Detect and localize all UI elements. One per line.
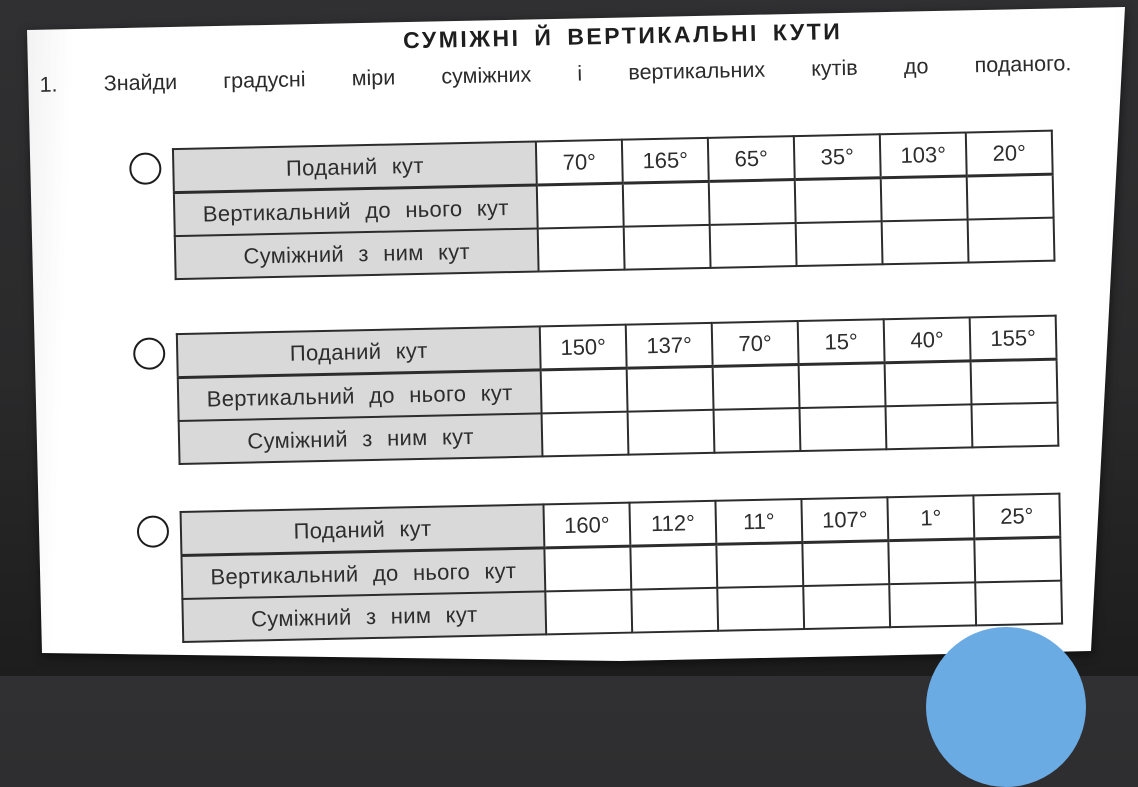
- vertical-answer-cell[interactable]: [794, 177, 882, 224]
- given-angle-cell: 25°: [973, 493, 1061, 539]
- given-angle-cell: 103°: [879, 132, 967, 178]
- adjacent-answer-cell[interactable]: [799, 406, 887, 452]
- given-angle-cell: 40°: [883, 317, 971, 363]
- vertical-answer-cell[interactable]: [626, 366, 714, 412]
- adjacent-answer-cell[interactable]: [541, 411, 629, 457]
- worksheet-title: СУМІЖНІ Й ВЕРТИКАЛЬНІ КУТИ: [402, 18, 843, 54]
- adjacent-answer-cell[interactable]: [967, 217, 1055, 263]
- task-marker-circle-1: [129, 152, 162, 186]
- given-angle-cell: 15°: [797, 319, 885, 365]
- vertical-answer-cell[interactable]: [888, 538, 976, 585]
- vertical-answer-cell[interactable]: [884, 360, 972, 407]
- given-angle-cell: 107°: [801, 497, 889, 543]
- given-angle-cell: 65°: [707, 136, 795, 182]
- worksheet-page: СУМІЖНІ Й ВЕРТИКАЛЬНІ КУТИ 1. Знайди гра…: [27, 7, 1125, 661]
- adjacent-answer-cell[interactable]: [627, 409, 715, 455]
- vertical-answer-cell[interactable]: [536, 183, 624, 229]
- given-angle-cell: 1°: [887, 495, 975, 541]
- vertical-answer-cell[interactable]: [966, 174, 1054, 220]
- blue-action-button[interactable]: [926, 627, 1086, 787]
- adjacent-answer-cell[interactable]: [889, 582, 977, 628]
- given-angle-cell: 137°: [625, 322, 713, 369]
- row-label-given: Поданий кут: [172, 141, 537, 193]
- task-marker-circle-2: [132, 337, 166, 370]
- adjacent-answer-cell[interactable]: [803, 584, 891, 629]
- given-angle-cell: 150°: [539, 324, 627, 370]
- task-marker-circle-3: [136, 515, 170, 548]
- adjacent-answer-cell[interactable]: [631, 587, 719, 633]
- row-label-given: Поданий кут: [180, 504, 545, 556]
- row-label-vertical: Вертикальний до нього кут: [181, 547, 546, 599]
- vertical-answer-cell[interactable]: [716, 542, 804, 588]
- adjacent-answer-cell[interactable]: [971, 402, 1059, 448]
- vertical-answer-cell[interactable]: [970, 359, 1058, 405]
- vertical-answer-cell[interactable]: [622, 181, 710, 227]
- given-angle-cell: 70°: [535, 139, 623, 185]
- adjacent-answer-cell[interactable]: [881, 219, 969, 265]
- given-angle-cell: 155°: [969, 315, 1057, 361]
- vertical-answer-cell[interactable]: [544, 546, 632, 592]
- vertical-answer-cell[interactable]: [974, 537, 1062, 583]
- adjacent-answer-cell[interactable]: [885, 404, 973, 450]
- page-shadow: СУМІЖНІ Й ВЕРТИКАЛЬНІ КУТИ 1. Знайди гра…: [27, 7, 1125, 661]
- angle-table-section-3: Поданий кут 160° 112° 11° 107° 1° 25° Ве…: [136, 492, 1064, 644]
- vertical-answer-cell[interactable]: [712, 364, 800, 410]
- adjacent-answer-cell[interactable]: [713, 408, 801, 453]
- given-angle-cell: 35°: [793, 134, 881, 180]
- row-label-vertical: Вертикальний до нього кут: [177, 369, 542, 422]
- row-label-vertical: Вертикальний до нього кут: [173, 184, 538, 237]
- given-angle-cell: 70°: [711, 321, 799, 367]
- given-angle-cell: 20°: [965, 130, 1053, 176]
- angle-table-section-2: Поданий кут 150° 137° 70° 15° 40° 155° В…: [132, 314, 1060, 466]
- row-label-adjacent: Суміжний з ним кут: [174, 228, 539, 280]
- worksheet-content: СУМІЖНІ Й ВЕРТИКАЛЬНІ КУТИ 1. Знайди гра…: [39, 18, 1072, 644]
- vertical-answer-cell[interactable]: [798, 362, 886, 409]
- adjacent-answer-cell[interactable]: [537, 226, 625, 272]
- given-angle-cell: 11°: [715, 499, 803, 545]
- row-label-adjacent: Суміжний з ним кут: [178, 413, 543, 465]
- row-label-given: Поданий кут: [176, 326, 541, 378]
- adjacent-answer-cell[interactable]: [709, 223, 797, 268]
- adjacent-answer-cell[interactable]: [717, 585, 805, 631]
- angles-table-1: Поданий кут 70° 165° 65° 35° 103° 20° Ве…: [171, 129, 1056, 281]
- adjacent-answer-cell[interactable]: [975, 580, 1063, 626]
- angles-table-2: Поданий кут 150° 137° 70° 15° 40° 155° В…: [175, 314, 1060, 466]
- vertical-answer-cell[interactable]: [880, 175, 968, 222]
- angle-table-section-1: Поданий кут 70° 165° 65° 35° 103° 20° Ве…: [129, 129, 1056, 281]
- row-label-adjacent: Суміжний з ним кут: [182, 591, 547, 642]
- given-angle-cell: 112°: [629, 500, 717, 547]
- vertical-answer-cell[interactable]: [540, 368, 628, 414]
- adjacent-answer-cell[interactable]: [795, 221, 883, 267]
- adjacent-answer-cell[interactable]: [623, 224, 711, 270]
- vertical-answer-cell[interactable]: [708, 179, 796, 225]
- vertical-answer-cell[interactable]: [802, 540, 890, 586]
- adjacent-answer-cell[interactable]: [545, 589, 633, 635]
- given-angle-cell: 160°: [543, 502, 631, 548]
- given-angle-cell: 165°: [621, 137, 709, 184]
- vertical-answer-cell[interactable]: [630, 544, 718, 590]
- angles-table-3: Поданий кут 160° 112° 11° 107° 1° 25° Ве…: [179, 492, 1064, 644]
